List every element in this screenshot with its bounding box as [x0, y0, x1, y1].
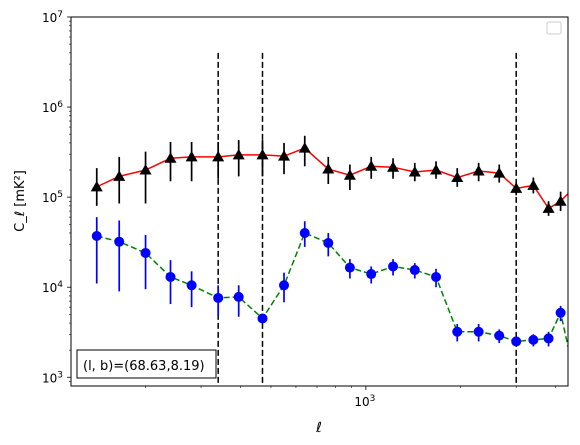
circle-marker	[409, 265, 420, 276]
triangle-marker	[408, 166, 421, 177]
triangle-marker	[365, 160, 378, 171]
circle-marker	[165, 271, 176, 282]
triangle-marker	[493, 167, 506, 178]
triangle-marker	[527, 179, 540, 190]
annotation-text: (l, b)=(68.63,8.19)	[83, 359, 205, 374]
circle-marker	[452, 326, 463, 337]
triangle-marker	[554, 195, 567, 206]
triangle-marker	[387, 161, 400, 172]
plot-area	[90, 52, 568, 386]
circle-marker	[213, 292, 224, 303]
major-ticks	[67, 16, 367, 390]
triangle-marker	[164, 152, 177, 163]
triangle-marker	[232, 148, 245, 160]
y-tick-label: 104	[42, 280, 63, 295]
circle-marker	[511, 336, 522, 347]
circle-marker	[279, 280, 290, 291]
legend-box	[546, 21, 562, 35]
y-axis-label: C_ℓ [mK²]	[13, 170, 28, 232]
triangle-marker	[451, 171, 464, 183]
axes-frame	[70, 16, 569, 387]
circle-marker	[257, 313, 268, 324]
circle-marker	[494, 330, 505, 341]
triangle-marker	[139, 164, 152, 175]
triangle-marker	[278, 150, 291, 161]
triangle-marker	[322, 163, 335, 174]
triangle-marker	[510, 182, 523, 193]
triangle-marker	[298, 142, 311, 153]
triangle-marker	[90, 180, 103, 192]
circle-marker	[140, 247, 151, 258]
y-tick-label: 103	[42, 370, 63, 385]
triangle-marker	[113, 170, 126, 181]
x-tick-labels: 103	[354, 394, 375, 409]
triangle-marker	[256, 148, 269, 160]
x-tick-label: 103	[354, 394, 375, 409]
triangle-marker	[472, 165, 485, 176]
y-tick-label: 107	[42, 10, 63, 25]
circle-marker	[186, 280, 197, 291]
circle-marker	[91, 231, 102, 242]
circle-marker	[473, 326, 484, 337]
circle-marker	[543, 333, 554, 344]
circle-marker	[299, 227, 310, 238]
triangle-marker	[343, 169, 356, 180]
triangle-marker	[212, 150, 225, 162]
circle-marker	[233, 291, 244, 302]
y-tick-labels: 103 104 105 106 107	[42, 10, 63, 385]
triangle-marker	[430, 164, 443, 175]
annotation-box: (l, b)=(68.63,8.19)	[76, 349, 217, 379]
circle-marker	[366, 269, 377, 280]
triangle-marker	[185, 150, 198, 162]
circle-marker	[114, 236, 125, 247]
circle-marker	[344, 262, 355, 273]
circle-marker	[431, 271, 442, 282]
y-tick-label: 106	[42, 100, 63, 115]
y-tick-label: 105	[42, 190, 63, 205]
circle-marker	[555, 307, 566, 318]
circle-marker	[323, 237, 334, 248]
triangle-marker	[542, 202, 555, 213]
x-axis-label: ℓ	[315, 420, 322, 436]
circle-marker	[528, 334, 539, 345]
circle-marker	[388, 261, 399, 272]
